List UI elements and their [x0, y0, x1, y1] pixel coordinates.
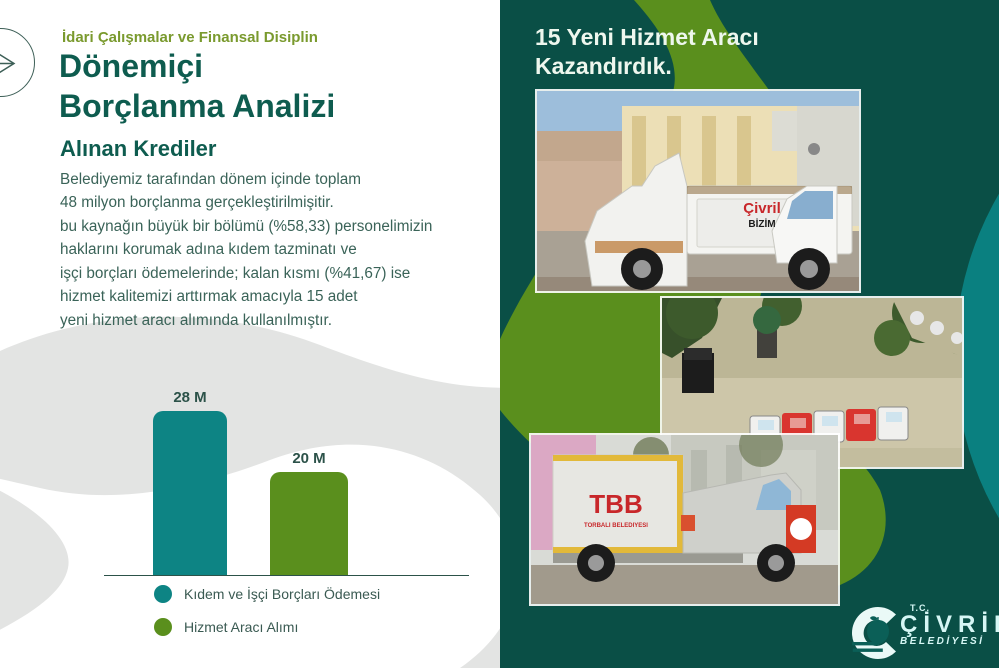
svg-text:BİZİM: BİZİM: [748, 217, 775, 230]
svg-text:TBB: TBB: [589, 489, 642, 519]
svg-text:Çivril: Çivril: [743, 200, 781, 217]
svg-text:TORBALI BELEDIYESI: TORBALI BELEDIYESI: [584, 523, 648, 529]
